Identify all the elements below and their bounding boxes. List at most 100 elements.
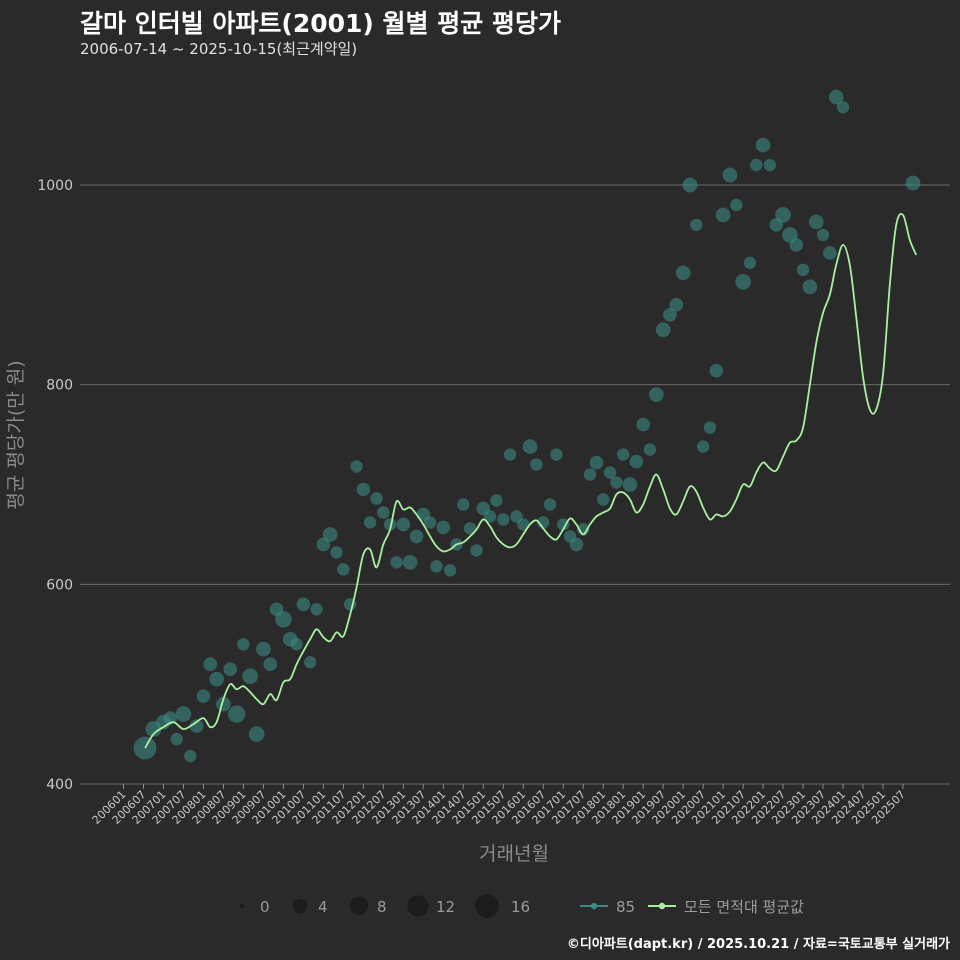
scatter-point <box>550 448 563 461</box>
scatter-point <box>696 440 710 453</box>
y-tick-label: 800 <box>46 378 73 394</box>
x-axis-ticks: 2006012006072007012007072008012008072009… <box>90 784 908 827</box>
scatter-point <box>370 492 383 505</box>
scatter-point <box>216 696 231 712</box>
scatter-point <box>443 564 457 577</box>
scatter-point <box>649 387 664 402</box>
scatter-point <box>356 482 371 497</box>
scatter-point <box>735 274 751 290</box>
scatter-point <box>816 228 830 242</box>
scatter-point <box>589 455 604 470</box>
scatter-point <box>363 516 377 529</box>
scatter-point <box>463 522 477 535</box>
scatter-point <box>423 516 437 529</box>
footer-credit: ©디아파트(dapt.kr) / 2025.10.21 / 자료=국토교통부 실… <box>566 937 950 952</box>
scatter-point <box>675 265 691 281</box>
scatter-point <box>290 638 303 651</box>
legend-size-label: 0 <box>260 898 270 916</box>
scatter-point <box>522 439 538 454</box>
scatter-point <box>610 476 623 489</box>
scatter-point <box>330 546 343 559</box>
scatter-point <box>569 537 584 552</box>
scatter-point <box>223 662 238 676</box>
legend-label-85: 85 <box>616 898 635 916</box>
scatter-point <box>802 279 818 295</box>
scatter-point <box>470 544 483 557</box>
legend-size-circle <box>292 898 308 914</box>
scatter-point <box>310 603 323 616</box>
scatter-point <box>583 468 597 481</box>
grid-lines <box>80 184 950 785</box>
scatter-point <box>663 307 677 322</box>
scatter-point <box>905 175 921 191</box>
legend-size-label: 8 <box>377 898 387 916</box>
scatter-point <box>789 238 804 252</box>
x-axis-label: 거래년월 <box>479 843 549 865</box>
scatter-point <box>682 177 698 193</box>
scatter-point <box>402 555 418 570</box>
legend: 0 4 8 12 16 85 모든 면적대 평균값 <box>239 894 804 918</box>
scatter-point <box>275 610 292 628</box>
scatter-point <box>836 100 850 114</box>
scatter-point <box>390 556 403 569</box>
scatter-point <box>409 529 424 544</box>
y-axis-label: 평균 평당가(만 원) <box>5 360 27 509</box>
scatter-point <box>622 477 638 492</box>
y-tick-label: 400 <box>46 777 73 793</box>
scatter-point <box>655 322 671 338</box>
scatter-point <box>242 668 259 685</box>
scatter-point <box>377 506 390 519</box>
chart-subtitle: 2006-07-14 ~ 2025-10-15(최근계약일) <box>80 40 358 58</box>
scatter-point <box>209 671 224 687</box>
scatter-point <box>823 246 837 260</box>
legend-size-circle <box>475 894 499 918</box>
scatter-point <box>189 719 204 733</box>
scatter-point <box>709 363 724 378</box>
scatter-point <box>383 518 397 531</box>
legend-label-average: 모든 면적대 평균값 <box>684 898 804 916</box>
scatter-point <box>203 657 218 671</box>
scatter-point <box>175 706 192 722</box>
scatter-point <box>503 448 517 461</box>
scatter-point <box>616 448 630 461</box>
scatter-point <box>337 563 350 576</box>
scatter-points <box>133 89 921 763</box>
scatter-point <box>170 732 183 746</box>
scatter-point <box>750 158 763 172</box>
scatter-point <box>227 705 246 723</box>
scatter-point <box>755 137 771 153</box>
legend-size-circle <box>239 903 245 909</box>
scatter-point <box>263 657 278 671</box>
scatter-point <box>237 638 250 651</box>
average-line-group <box>144 212 918 749</box>
scatter-point <box>196 689 211 703</box>
scatter-point <box>557 518 570 531</box>
scatter-point <box>775 207 791 223</box>
scatter-point <box>303 656 317 669</box>
scatter-point <box>350 460 363 473</box>
scatter-point <box>497 513 510 526</box>
scatter-point <box>715 207 731 223</box>
scatter-point <box>457 498 470 511</box>
scatter-point <box>597 493 610 506</box>
scatter-point <box>629 454 644 469</box>
y-axis-ticks: 400 600 800 1000 <box>37 178 73 793</box>
scatter-point <box>530 458 543 471</box>
scatter-point <box>430 560 443 573</box>
scatter-point <box>184 749 197 763</box>
scatter-point <box>436 520 451 535</box>
legend-size-circle <box>407 895 429 917</box>
scatter-point <box>490 494 503 507</box>
scatter-point <box>669 298 684 312</box>
scatter-point <box>296 597 311 612</box>
legend-size-label: 12 <box>436 898 455 916</box>
scatter-point <box>763 158 777 172</box>
scatter-point <box>828 89 844 105</box>
scatter-point <box>483 510 497 523</box>
legend-key-85-dot <box>590 902 598 910</box>
scatter-point <box>730 198 743 212</box>
chart-title: 갈마 인터빌 아파트(2001) 월별 평균 평당가 <box>80 9 561 38</box>
y-tick-label: 1000 <box>37 178 73 194</box>
legend-size-label: 4 <box>318 898 328 916</box>
